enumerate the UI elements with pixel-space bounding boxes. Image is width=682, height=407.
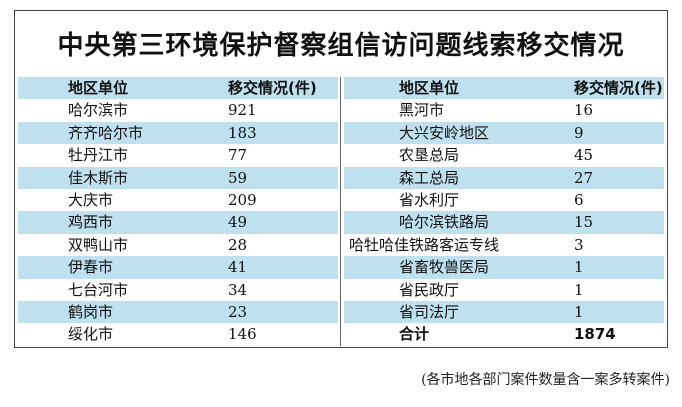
table-row: 齐齐哈尔市 183 bbox=[18, 121, 338, 145]
region-name: 农垦总局 bbox=[399, 146, 460, 165]
case-count: 183 bbox=[228, 123, 257, 142]
region-name: 省民政厅 bbox=[399, 280, 460, 299]
region-name: 哈牡哈佳铁路客运专线 bbox=[349, 235, 500, 254]
table-row: 哈尔滨铁路局 15 bbox=[344, 211, 664, 234]
region-name: 伊春市 bbox=[68, 258, 114, 277]
table-row: 鹤岗市 23 bbox=[18, 301, 338, 324]
region-name: 七台河市 bbox=[68, 280, 129, 299]
case-count: 16 bbox=[574, 101, 594, 120]
table-row: 绥化市 146 bbox=[18, 323, 338, 345]
table-row: 鸡西市 49 bbox=[18, 211, 338, 234]
case-count: 6 bbox=[574, 191, 584, 209]
region-name: 佳木斯市 bbox=[68, 168, 129, 187]
case-count: 59 bbox=[228, 168, 248, 187]
case-count: 9 bbox=[574, 123, 584, 142]
case-count: 209 bbox=[228, 191, 257, 209]
case-count: 146 bbox=[228, 325, 257, 344]
region-name: 牡丹江市 bbox=[68, 146, 129, 165]
case-count: 1 bbox=[574, 280, 584, 299]
case-count: 41 bbox=[228, 258, 248, 277]
case-count: 27 bbox=[574, 168, 594, 187]
table-row: 七台河市 34 bbox=[18, 279, 338, 301]
case-count: 1 bbox=[574, 303, 584, 321]
case-count: 1 bbox=[574, 258, 584, 277]
total-row: 合计 1874 bbox=[344, 323, 664, 345]
region-name: 大兴安岭地区 bbox=[399, 123, 490, 142]
table-row: 双鸭山市 28 bbox=[18, 234, 338, 256]
case-count: 45 bbox=[574, 146, 594, 165]
case-count: 28 bbox=[228, 235, 248, 254]
case-count: 23 bbox=[228, 303, 248, 321]
region-name: 黑河市 bbox=[399, 101, 445, 120]
table-header-row: 地区单位 移交情况(件) bbox=[18, 77, 338, 100]
table-row: 大庆市 209 bbox=[18, 189, 338, 211]
data-table: 地区单位 移交情况(件) 哈尔滨市 921 齐齐哈尔市 183 牡丹江市 77 佳木斯市 59 大庆… bbox=[18, 77, 664, 346]
table-row: 省畜牧兽医局 1 bbox=[344, 256, 664, 279]
table-row: 伊春市 41 bbox=[18, 256, 338, 279]
case-count: 3 bbox=[574, 235, 584, 254]
total-value: 1874 bbox=[574, 325, 616, 344]
region-name: 森工总局 bbox=[399, 168, 460, 187]
region-name: 鸡西市 bbox=[68, 213, 114, 232]
case-count: 921 bbox=[228, 101, 257, 120]
header-region: 地区单位 bbox=[68, 79, 129, 97]
page-title: 中央第三环境保护督察组信访问题线索移交情况 bbox=[57, 31, 625, 61]
table-row: 省民政厅 1 bbox=[344, 279, 664, 301]
region-name: 省水利厅 bbox=[399, 191, 460, 209]
region-name: 双鸭山市 bbox=[68, 235, 129, 254]
case-count: 77 bbox=[228, 146, 248, 165]
case-count: 15 bbox=[574, 213, 594, 232]
region-name: 鹤岗市 bbox=[68, 303, 114, 321]
table-row: 农垦总局 45 bbox=[344, 144, 664, 166]
table-row: 佳木斯市 59 bbox=[18, 166, 338, 189]
case-count: 34 bbox=[228, 280, 248, 299]
table-row: 大兴安岭地区 9 bbox=[344, 121, 664, 145]
header-region: 地区单位 bbox=[399, 79, 460, 97]
region-name: 大庆市 bbox=[68, 191, 114, 209]
region-name: 省畜牧兽医局 bbox=[399, 258, 490, 277]
left-column: 地区单位 移交情况(件) 哈尔滨市 921 齐齐哈尔市 183 牡丹江市 77 佳木斯市 59 大庆… bbox=[18, 77, 338, 346]
table-row: 省司法厅 1 bbox=[344, 301, 664, 324]
region-name: 齐齐哈尔市 bbox=[68, 123, 144, 142]
footnote: (各市地各部门案件数量含一案多转案件) bbox=[421, 372, 670, 388]
region-name: 哈尔滨市 bbox=[68, 101, 129, 120]
region-name: 绥化市 bbox=[68, 325, 114, 344]
table-header-row: 地区单位 移交情况(件) bbox=[344, 77, 664, 100]
header-count: 移交情况(件) bbox=[574, 79, 663, 97]
case-count: 49 bbox=[228, 213, 248, 232]
column-divider bbox=[340, 77, 341, 346]
table-row: 牡丹江市 77 bbox=[18, 144, 338, 166]
region-name: 哈尔滨铁路局 bbox=[399, 213, 490, 232]
right-column: 地区单位 移交情况(件) 黑河市 16 大兴安岭地区 9 农垦总局 45 森工总局 27 省水利厅 6… bbox=[344, 77, 664, 346]
table-row: 省水利厅 6 bbox=[344, 189, 664, 211]
total-label: 合计 bbox=[399, 325, 430, 344]
table-row: 森工总局 27 bbox=[344, 166, 664, 189]
table-row: 哈尔滨市 921 bbox=[18, 99, 338, 121]
table-row: 黑河市 16 bbox=[344, 99, 664, 121]
region-name: 省司法厅 bbox=[399, 303, 460, 321]
header-count: 移交情况(件) bbox=[228, 79, 317, 97]
table-row: 哈牡哈佳铁路客运专线 3 bbox=[344, 234, 664, 256]
